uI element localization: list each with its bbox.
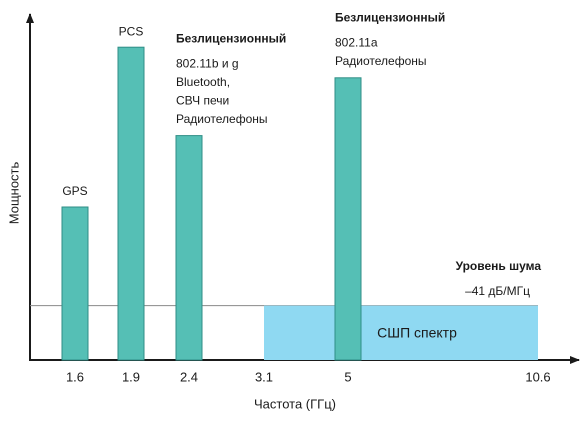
x-tick-label: 3.1 bbox=[255, 369, 273, 384]
bar bbox=[117, 46, 145, 361]
bar-label: Радиотелефоны bbox=[176, 112, 268, 126]
bar-label: 802.11b и g bbox=[176, 56, 239, 70]
bar-header: Безлицензионный bbox=[176, 31, 286, 45]
x-tick-label: 5 bbox=[344, 369, 351, 384]
bar-label: Bluetooth, bbox=[176, 75, 230, 89]
uwb-spectrum bbox=[264, 305, 538, 360]
x-axis-label: Частота (ГГц) bbox=[254, 396, 336, 411]
x-tick-label: 10.6 bbox=[525, 369, 550, 384]
noise-title: Уровень шума bbox=[456, 259, 542, 273]
x-tick-label: 1.9 bbox=[122, 369, 140, 384]
bar-label: GPS bbox=[62, 184, 87, 198]
bar bbox=[61, 206, 89, 361]
y-axis-label: Мощность bbox=[6, 162, 21, 225]
x-tick-label: 1.6 bbox=[66, 369, 84, 384]
bar-label: 802.11a bbox=[335, 35, 378, 49]
bar-label: PCS bbox=[119, 24, 144, 38]
bar-label: СВЧ печи bbox=[176, 93, 229, 107]
bar bbox=[334, 77, 362, 361]
noise-label: –41 дБ/МГц bbox=[465, 284, 530, 298]
bar-header: Безлицензионный bbox=[335, 10, 445, 24]
x-tick-label: 2.4 bbox=[180, 369, 198, 384]
bar-label: Радиотелефоны bbox=[335, 54, 427, 68]
bar bbox=[175, 135, 203, 361]
uwb-label: СШП спектр bbox=[377, 325, 457, 341]
